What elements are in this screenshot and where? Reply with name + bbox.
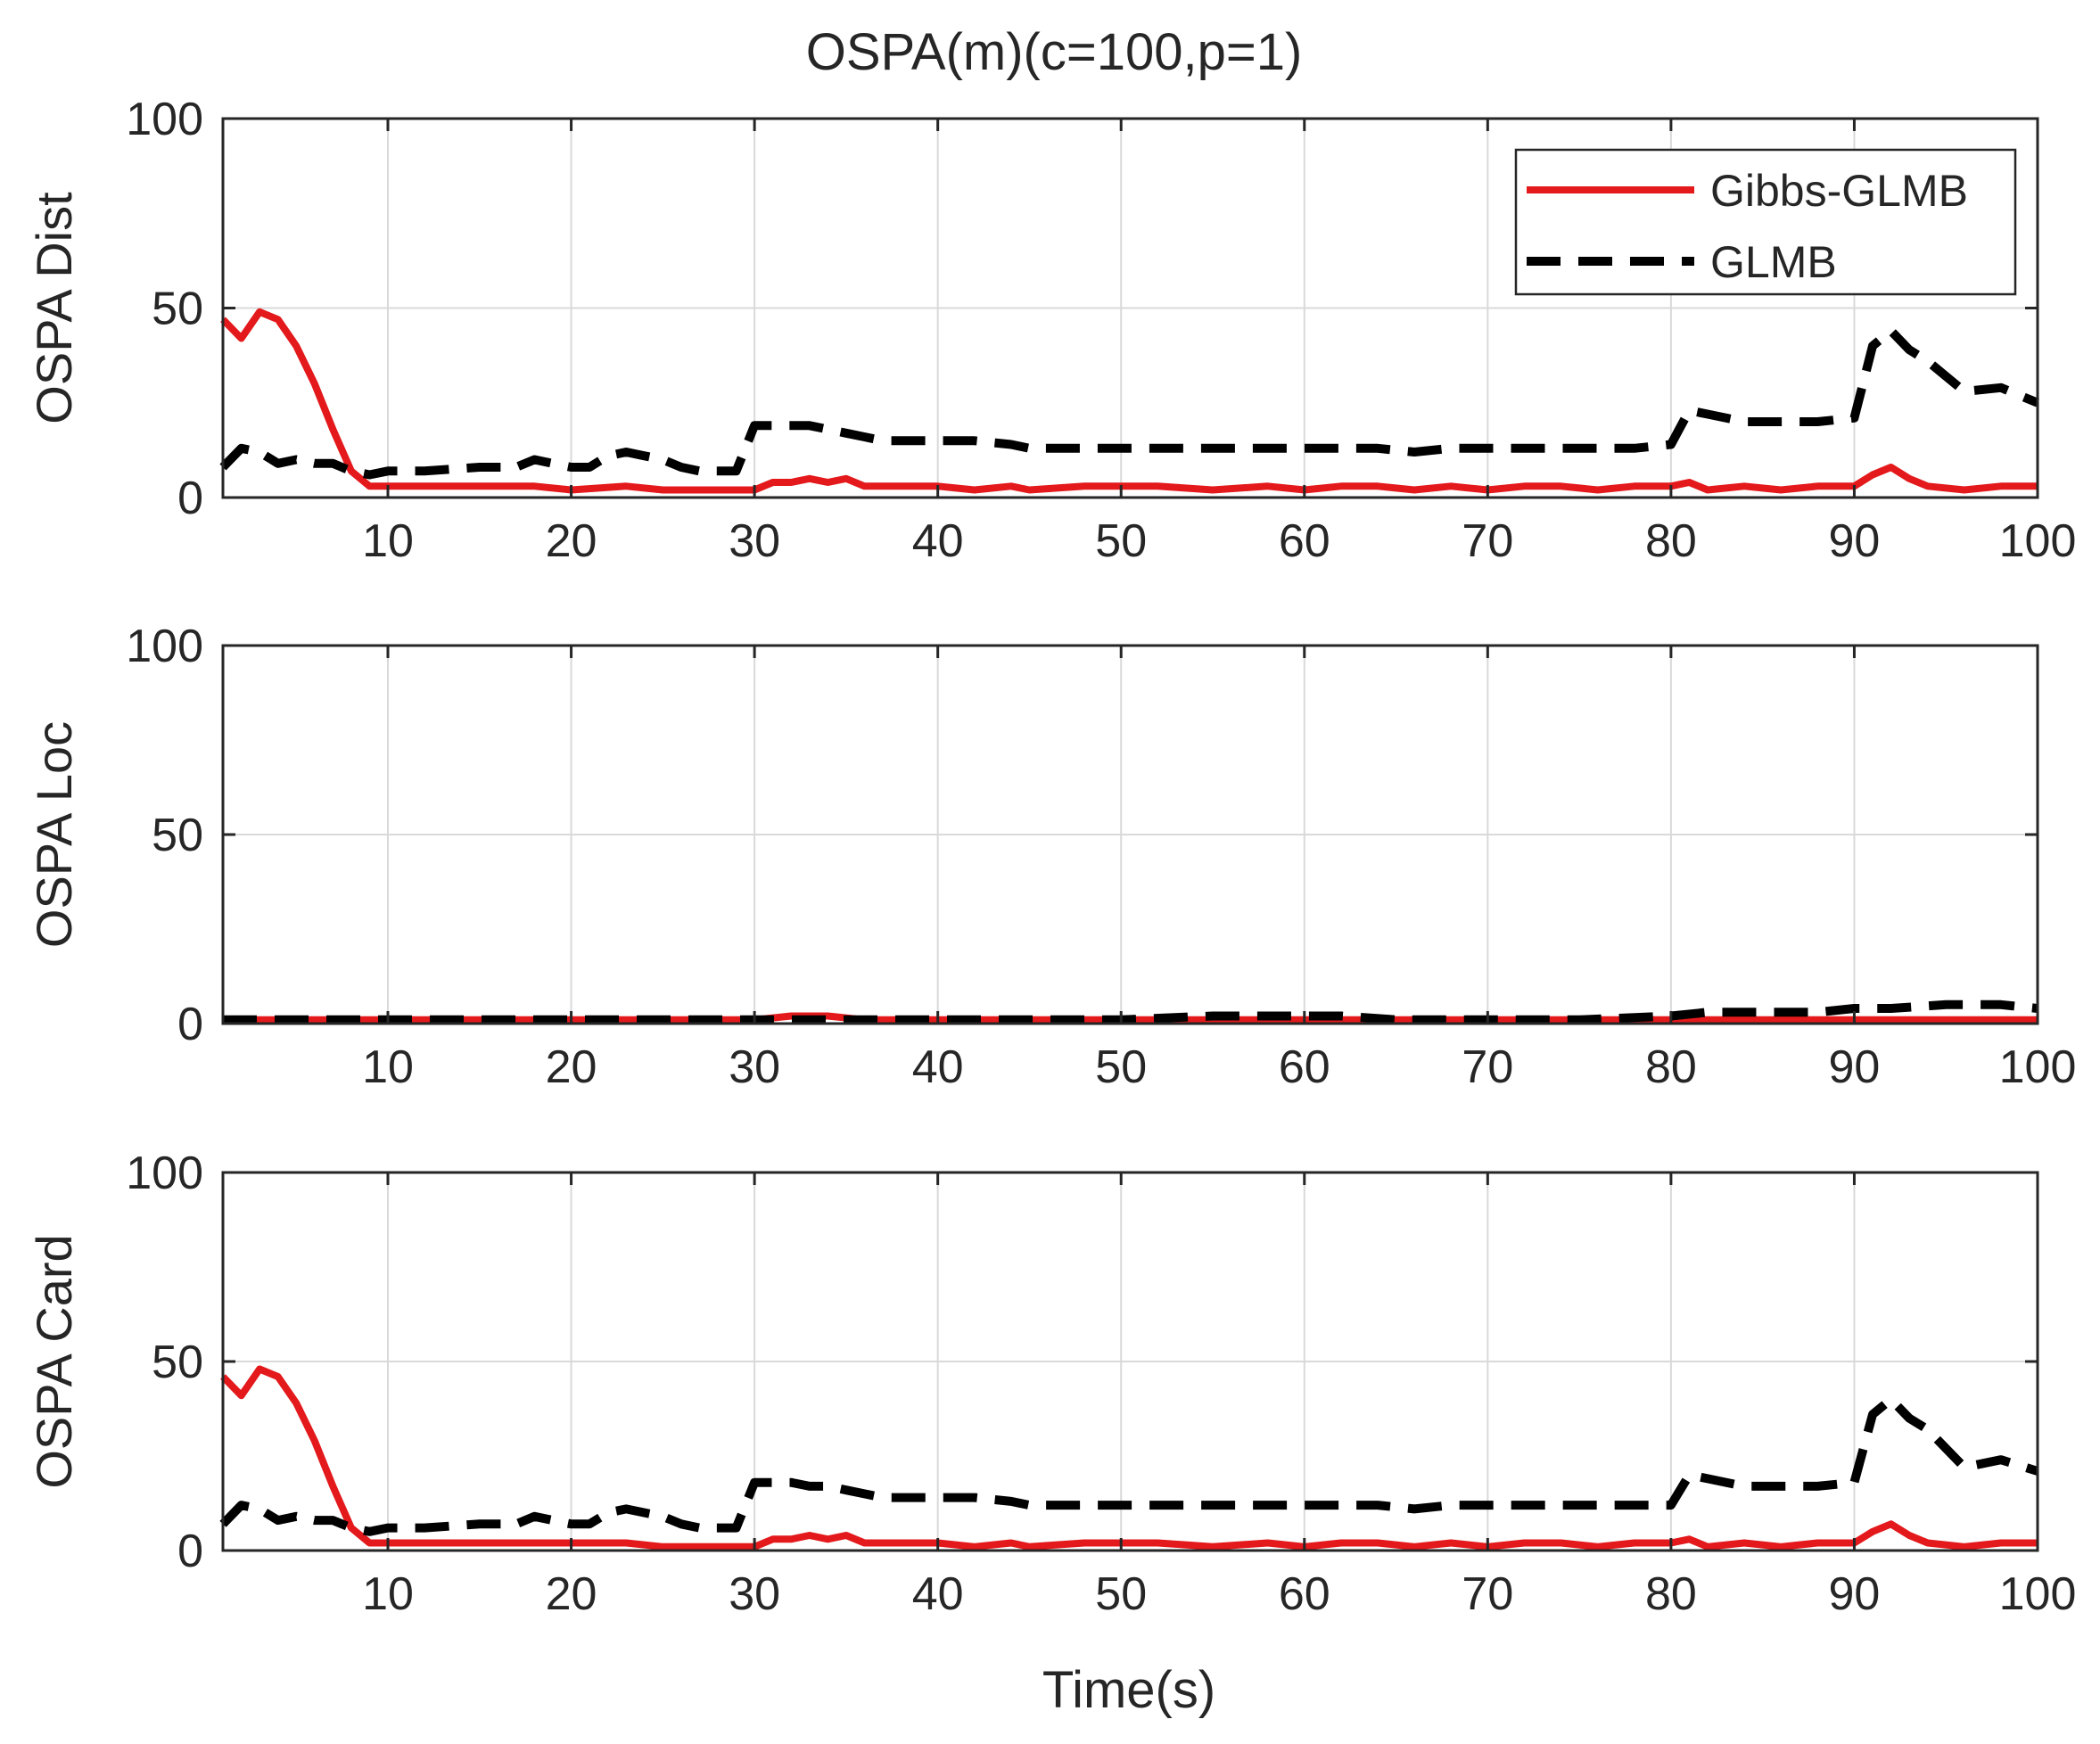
series-line-glmb (219, 1394, 2039, 1536)
y-tick-label: 0 (177, 1526, 203, 1577)
x-tick-label: 90 (1829, 1041, 1881, 1093)
x-tick-label: 10 (362, 1041, 414, 1093)
x-tick-label: 10 (362, 1568, 414, 1620)
x-axis-label: Time(s) (1042, 1661, 1215, 1719)
series-line-gibbs-glmb (220, 308, 2038, 494)
legend-label: Gibbs-GLMB (1710, 166, 1968, 216)
subplot-3: 10 20 30 40 50 60 70 80 90 100 0 50 100 OSPA Card (26, 1148, 2076, 1620)
y-tick-label: 50 (152, 1337, 203, 1388)
y-tick-label: 100 (126, 1148, 203, 1199)
x-tick-label: 50 (1095, 515, 1147, 567)
x-tick-label: 80 (1645, 1041, 1697, 1093)
x-tick-label: 90 (1829, 515, 1881, 567)
subplot-2: 10 20 30 40 50 60 70 80 90 100 0 50 100 OSPA Loc (26, 621, 2076, 1093)
series-line-glmb (223, 1000, 2038, 1024)
series-line-gibbs-glmb (220, 1365, 2038, 1551)
y-axis-label: OSPA Loc (26, 721, 82, 948)
legend-box (1514, 148, 2017, 296)
x-tick-label: 70 (1462, 515, 1513, 567)
y-axis-label: OSPA Card (26, 1234, 82, 1488)
x-tick-label: 70 (1462, 1568, 1513, 1620)
x-tick-label: 100 (1999, 1041, 2077, 1093)
x-tick-label: 20 (546, 1041, 597, 1093)
y-tick-label: 50 (152, 810, 203, 861)
figure-title: OSPA(m)(c=100,p=1) (806, 23, 1303, 81)
x-tick-label: 40 (912, 1568, 964, 1620)
x-tick-label: 30 (729, 1568, 780, 1620)
x-tick-label: 60 (1279, 1568, 1330, 1620)
y-axis-label: OSPA Dist (26, 192, 82, 424)
y-tick-label: 0 (177, 999, 203, 1050)
series-line-glmb (219, 326, 2039, 480)
x-tick-label: 20 (546, 515, 597, 567)
x-tick-label: 50 (1095, 1568, 1147, 1620)
x-tick-label: 40 (912, 1041, 964, 1093)
legend-label: GLMB (1710, 237, 1837, 287)
y-tick-label: 100 (126, 621, 203, 672)
x-tick-label: 90 (1829, 1568, 1881, 1620)
x-tick-label: 100 (1999, 1568, 2077, 1620)
x-tick-label: 70 (1462, 1041, 1513, 1093)
x-tick-label: 100 (1999, 515, 2077, 567)
x-tick-label: 50 (1095, 1041, 1147, 1093)
y-tick-label: 0 (177, 473, 203, 524)
subplot-1: 10 20 30 40 50 60 70 80 90 100 0 50 100 OSPA Dist Gibb… (26, 94, 2076, 567)
x-tick-label: 60 (1279, 1041, 1330, 1093)
x-tick-label: 10 (362, 515, 414, 567)
x-tick-label: 80 (1645, 1568, 1697, 1620)
x-tick-label: 40 (912, 515, 964, 567)
y-tick-label: 50 (152, 284, 203, 335)
legend: Gibbs-GLMB GLMB (1514, 148, 2017, 296)
y-tick-label: 100 (126, 94, 203, 145)
x-tick-label: 30 (729, 515, 780, 567)
x-tick-label: 80 (1645, 515, 1697, 567)
x-tick-label: 60 (1279, 515, 1330, 567)
x-tick-label: 30 (729, 1041, 780, 1093)
x-tick-label: 20 (546, 1568, 597, 1620)
